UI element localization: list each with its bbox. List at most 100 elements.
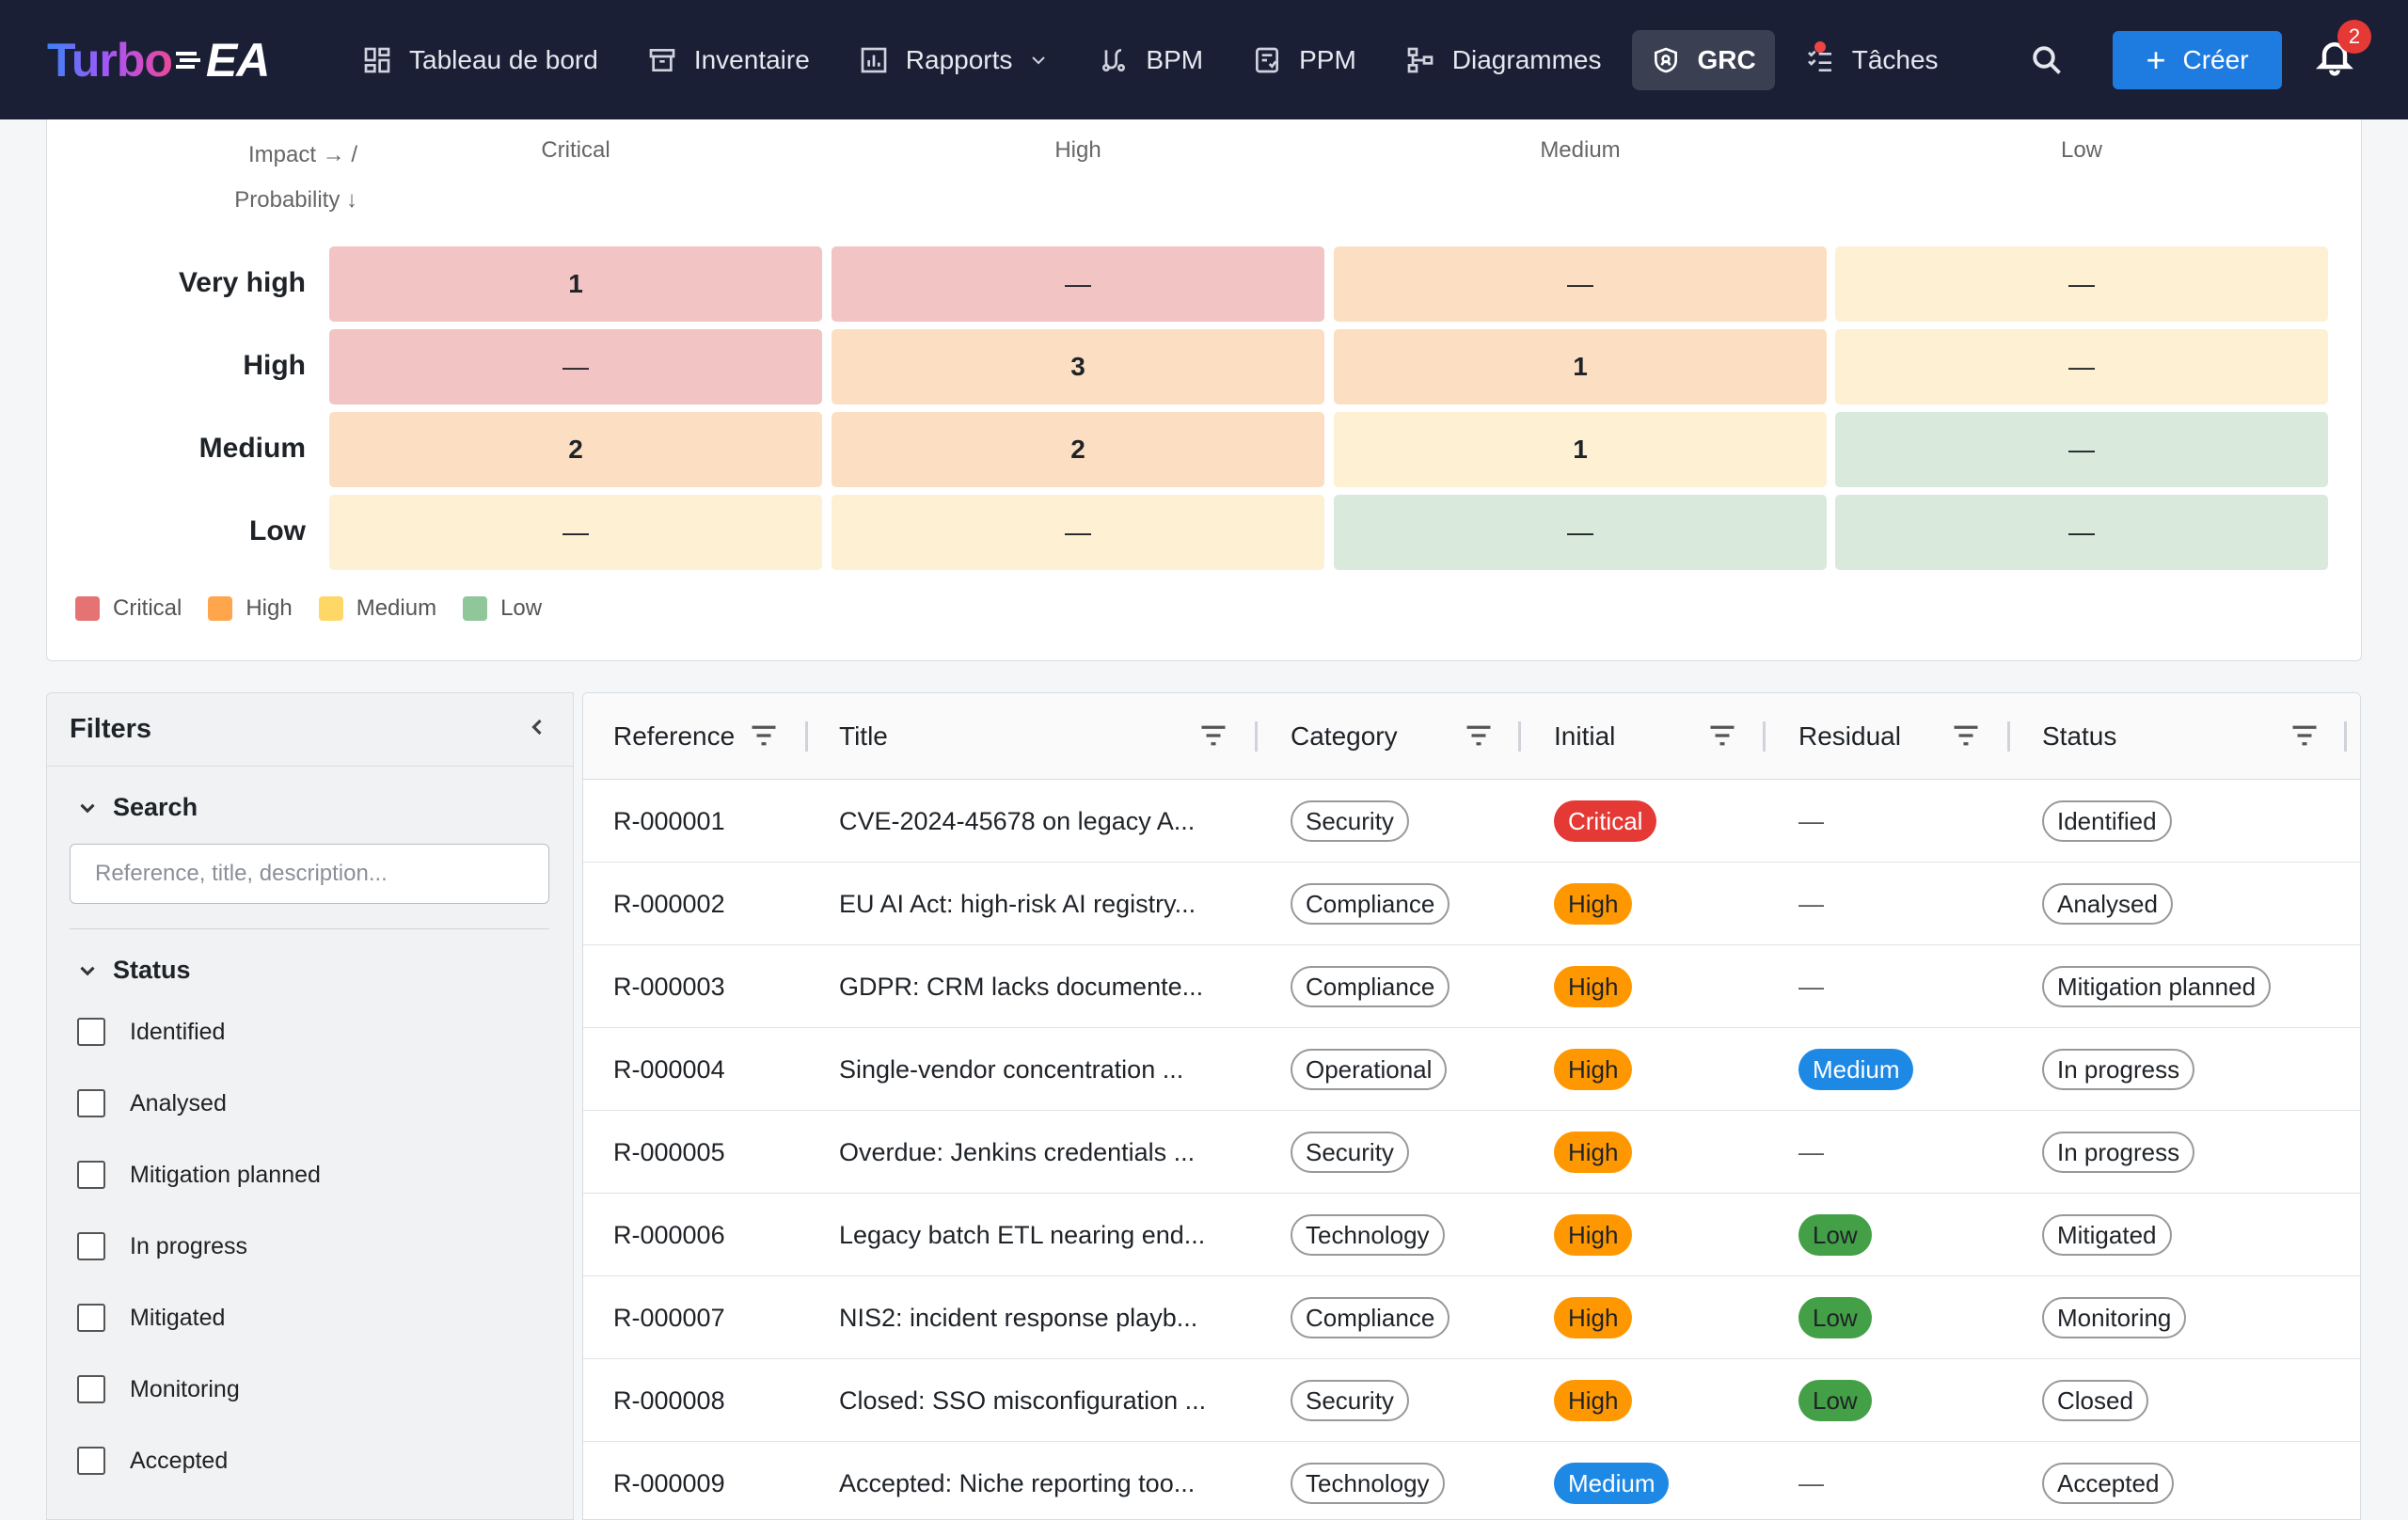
cell-reference[interactable]: R-000007 [613,1276,725,1359]
matrix-cell[interactable]: — [1835,495,2328,570]
matrix-cell[interactable]: 1 [1334,412,1827,487]
checkbox[interactable] [77,1089,105,1117]
filter-search-input[interactable] [70,844,549,904]
filter-icon[interactable] [1199,723,1228,748]
table-row[interactable]: R-000007 NIS2: incident response playb...… [583,1276,2360,1359]
column-header-initial[interactable]: Initial [1554,693,1615,780]
column-header-label: Initial [1554,721,1616,751]
checkbox[interactable] [77,1018,105,1046]
cell-title[interactable]: CVE-2024-45678 on legacy A... [839,780,1195,863]
matrix-cell[interactable]: 1 [329,246,822,322]
cell-reference[interactable]: R-000004 [613,1028,725,1111]
filter-icon[interactable] [1465,723,1493,748]
matrix-cell[interactable]: 3 [832,329,1324,404]
filter-icon[interactable] [750,723,778,748]
main-nav: Tableau de bord Inventaire Rapports BPM … [343,0,1969,119]
nav-item-tasks[interactable]: Tâches [1786,30,1957,90]
filter-icon[interactable] [1952,723,1980,748]
cell-reference[interactable]: R-000001 [613,780,725,863]
cell-title[interactable]: EU AI Act: high-risk AI registry... [839,863,1196,945]
checkbox[interactable] [77,1161,105,1189]
table-row[interactable]: R-000004 Single-vendor concentration ... O… [583,1028,2360,1111]
nav-item-grc[interactable]: GRC [1631,29,1775,90]
legend-item-high: High [208,595,293,622]
table-row[interactable]: R-000009 Accepted: Niche reporting too...… [583,1442,2360,1519]
cell-reference[interactable]: R-000006 [613,1194,725,1276]
status-filter-accepted[interactable]: Accepted [77,1447,228,1475]
checkbox[interactable] [77,1375,105,1403]
cell-title[interactable]: Legacy batch ETL nearing end... [839,1194,1205,1276]
matrix-cell[interactable]: — [1334,495,1827,570]
filter-icon[interactable] [1708,723,1736,748]
column-resize-handle[interactable] [1518,721,1521,752]
column-header-reference[interactable]: Reference [613,693,735,780]
column-header-category[interactable]: Category [1291,693,1398,780]
matrix-cell[interactable]: — [329,495,822,570]
status-filter-in-progress[interactable]: In progress [77,1232,247,1260]
matrix-cell[interactable]: — [832,246,1324,322]
matrix-cell[interactable]: — [329,329,822,404]
cell-reference[interactable]: R-000002 [613,863,725,945]
cell-reference[interactable]: R-000009 [613,1442,725,1519]
cell-reference[interactable]: R-000003 [613,945,725,1028]
matrix-cell[interactable]: — [1334,246,1827,322]
column-header-residual[interactable]: Residual [1798,693,1901,780]
checkbox[interactable] [77,1232,105,1260]
notifications-button[interactable] [2314,36,2361,83]
table-row[interactable]: R-000006 Legacy batch ETL nearing end... T… [583,1194,2360,1276]
filter-icon[interactable] [2290,723,2319,748]
status-filter-monitoring[interactable]: Monitoring [77,1375,240,1403]
cell-reference[interactable]: R-000005 [613,1111,725,1194]
cell-title[interactable]: GDPR: CRM lacks documente... [839,945,1203,1028]
cell-title[interactable]: Accepted: Niche reporting too... [839,1442,1195,1519]
cell-reference[interactable]: R-000008 [613,1359,725,1442]
column-header-title[interactable]: Title [839,693,888,780]
search-section-toggle[interactable]: Search [47,793,198,822]
cell-title[interactable]: Closed: SSO misconfiguration ... [839,1359,1206,1442]
cell-title[interactable]: NIS2: incident response playb... [839,1276,1197,1359]
checkbox[interactable] [77,1304,105,1332]
column-resize-handle[interactable] [2007,721,2010,752]
nav-item-inventory[interactable]: Inventaire [628,30,829,90]
checkbox[interactable] [77,1447,105,1475]
cell-residual: — [1798,1111,1824,1194]
column-resize-handle[interactable] [1255,721,1258,752]
table-row[interactable]: R-000003 GDPR: CRM lacks documente... Comp… [583,945,2360,1028]
nav-item-diagrams[interactable]: Diagrammes [1386,30,1621,90]
status-filter-analysed[interactable]: Analysed [77,1089,227,1117]
title-text: NIS2: incident response playb... [839,1303,1198,1332]
column-resize-handle[interactable] [1763,721,1766,752]
status-filter-mitigated[interactable]: Mitigated [77,1304,225,1332]
matrix-cell[interactable]: — [1835,329,2328,404]
matrix-cell[interactable]: 1 [1334,329,1827,404]
nav-item-ppm[interactable]: PPM [1233,30,1375,90]
cell-status: Closed [2042,1359,2148,1442]
column-resize-handle[interactable] [805,721,808,752]
nav-item-bpm[interactable]: BPM [1080,30,1222,90]
matrix-cell[interactable]: 2 [329,412,822,487]
nav-item-dashboard[interactable]: Tableau de bord [343,30,617,90]
nav-item-reports[interactable]: Rapports [840,30,1069,90]
matrix-cell[interactable]: 2 [832,412,1324,487]
table-row[interactable]: R-000005 Overdue: Jenkins credentials ...… [583,1111,2360,1194]
column-header-status[interactable]: Status [2042,693,2116,780]
matrix-cell[interactable]: — [1835,246,2328,322]
status-section-toggle[interactable]: Status [47,956,191,985]
status-filter-identified[interactable]: Identified [77,1018,225,1046]
table-row[interactable]: R-000008 Closed: SSO misconfiguration ...… [583,1359,2360,1442]
matrix-cell[interactable]: — [832,495,1324,570]
status-filter-mitigation-planned[interactable]: Mitigation planned [77,1161,321,1189]
cell-title[interactable]: Single-vendor concentration ... [839,1028,1183,1111]
matrix-cell[interactable]: — [1835,412,2328,487]
column-resize-handle[interactable] [2344,721,2347,752]
table-row[interactable]: R-000001 CVE-2024-45678 on legacy A... Sec… [583,780,2360,863]
cell-title[interactable]: Overdue: Jenkins credentials ... [839,1111,1195,1194]
table-row[interactable]: R-000002 EU AI Act: high-risk AI registry… [583,863,2360,945]
global-search-button[interactable] [2024,38,2069,83]
residual-empty: — [1798,1468,1824,1497]
turbo-ea-logo[interactable]: Turbo EA [47,28,270,92]
create-button[interactable]: + Créer [2113,31,2282,89]
legend-swatch [463,596,488,621]
cell-initial: Medium [1554,1442,1670,1519]
collapse-filters-button[interactable] [524,714,550,745]
